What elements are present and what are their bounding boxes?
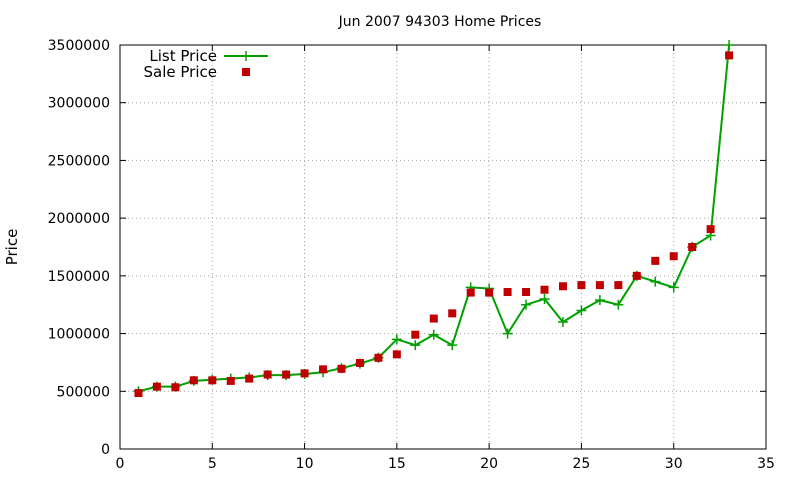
x-tick-labels: 0 5 10 15 20 25 30 35: [116, 456, 775, 472]
list-price-point: [594, 295, 605, 306]
list-price-point: [539, 293, 550, 304]
series-list-price: [133, 40, 735, 397]
sale-price-point: [503, 288, 512, 297]
sale-price-point: [152, 382, 161, 391]
legend-plus-marker: [241, 51, 251, 61]
sale-price-point: [171, 383, 180, 392]
y-tick-labels: 0 500000 1000000 1500000 2000000 2500000 30000…: [48, 38, 110, 458]
sale-price-point: [706, 225, 715, 234]
list-price-point: [428, 329, 439, 340]
chart-title: Jun 2007 94303 Home Prices: [338, 14, 542, 30]
sale-price-point: [632, 271, 641, 280]
sale-price-point: [245, 374, 254, 383]
list-price-point: [391, 334, 402, 345]
legend-sample-list-price: [224, 51, 268, 61]
list-price-point: [557, 317, 568, 328]
x-tick-label: 10: [296, 456, 314, 472]
y-tick-label: 1000000: [48, 327, 110, 343]
sale-price-point: [725, 51, 734, 60]
list-price-point: [521, 299, 532, 310]
legend-label-sale-price: Sale Price: [144, 63, 217, 81]
sale-price-point: [577, 281, 586, 290]
sale-price-point: [337, 364, 346, 373]
list-price-point: [502, 328, 513, 339]
y-axis-label: Price: [3, 229, 21, 266]
series-sale-price: [134, 51, 734, 398]
sale-price-point: [466, 288, 475, 297]
sale-price-point: [300, 369, 309, 378]
list-price-point: [724, 40, 735, 50]
sale-price-point: [595, 281, 604, 290]
y-tick-label: 3500000: [48, 38, 110, 54]
sale-price-point: [485, 288, 494, 297]
axis-ticks: [119, 44, 767, 450]
sale-price-point: [392, 350, 401, 359]
y-tick-label: 2000000: [48, 211, 110, 227]
legend-square-marker: [242, 68, 250, 76]
sale-price-point: [411, 330, 420, 339]
list-price-point: [447, 340, 458, 351]
x-tick-label: 30: [665, 456, 683, 472]
sale-price-point: [558, 282, 567, 291]
legend-sample-sale-price: [242, 68, 250, 76]
x-tick-label: 15: [388, 456, 406, 472]
sale-price-point: [263, 370, 272, 379]
sale-price-point: [282, 370, 291, 379]
x-tick-label: 20: [480, 456, 498, 472]
sale-price-point: [540, 285, 549, 294]
x-tick-label: 5: [208, 456, 217, 472]
sale-price-point: [669, 252, 678, 261]
sale-price-point: [355, 359, 364, 368]
legend: List Price Sale Price: [144, 47, 268, 81]
y-tick-label: 0: [101, 442, 110, 458]
series-layer: [133, 40, 735, 398]
grid-lines: [120, 45, 766, 449]
sale-price-point: [134, 389, 143, 398]
sale-price-point: [614, 281, 623, 290]
sale-price-point: [226, 376, 235, 385]
sale-price-point: [189, 376, 198, 385]
list-price-point: [668, 282, 679, 293]
sale-price-point: [319, 365, 328, 374]
x-tick-label: 35: [757, 456, 775, 472]
x-tick-label: 25: [573, 456, 591, 472]
y-tick-label: 1500000: [48, 269, 110, 285]
list-price-point: [576, 305, 587, 316]
legend-label-list-price: List Price: [149, 47, 217, 65]
y-tick-label: 500000: [57, 384, 110, 400]
plot-frame: [119, 44, 767, 450]
x-tick-label: 0: [116, 456, 125, 472]
sale-price-point: [448, 309, 457, 318]
sale-price-point: [522, 288, 531, 297]
y-tick-label: 3000000: [48, 96, 110, 112]
sale-price-point: [429, 314, 438, 323]
sale-price-point: [688, 243, 697, 251]
sale-price-point: [651, 256, 660, 265]
list-price-point: [410, 340, 421, 351]
list-price-point: [613, 299, 624, 310]
sale-price-point: [208, 376, 217, 385]
sale-price-point: [374, 353, 383, 362]
y-tick-label: 2500000: [48, 153, 110, 169]
list-price-point: [650, 276, 661, 287]
